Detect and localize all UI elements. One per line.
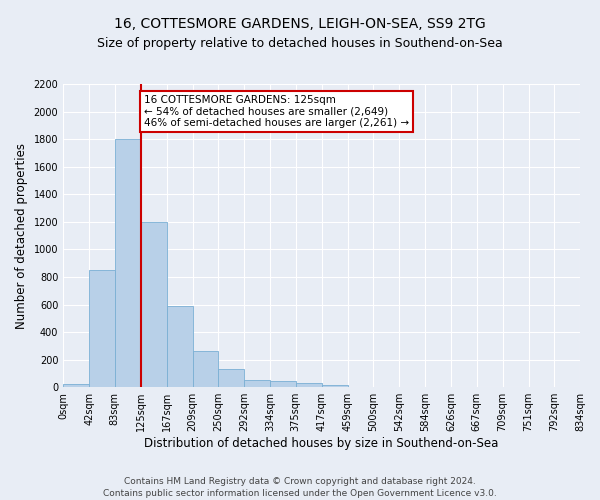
Bar xyxy=(244,380,270,387)
Text: 16 COTTESMORE GARDENS: 125sqm
← 54% of detached houses are smaller (2,649)
46% o: 16 COTTESMORE GARDENS: 125sqm ← 54% of d… xyxy=(144,95,409,128)
Bar xyxy=(270,381,296,387)
Y-axis label: Number of detached properties: Number of detached properties xyxy=(15,142,28,328)
Bar xyxy=(193,352,218,387)
Bar xyxy=(322,385,347,387)
Text: Contains public sector information licensed under the Open Government Licence v3: Contains public sector information licen… xyxy=(103,489,497,498)
Bar xyxy=(218,370,244,387)
Bar xyxy=(167,306,193,387)
Bar xyxy=(115,139,140,387)
Text: Size of property relative to detached houses in Southend-on-Sea: Size of property relative to detached ho… xyxy=(97,38,503,51)
Bar xyxy=(89,270,115,387)
Bar xyxy=(296,383,322,387)
Text: Contains HM Land Registry data © Crown copyright and database right 2024.: Contains HM Land Registry data © Crown c… xyxy=(124,478,476,486)
Bar xyxy=(140,222,167,387)
Bar xyxy=(63,384,89,387)
Text: 16, COTTESMORE GARDENS, LEIGH-ON-SEA, SS9 2TG: 16, COTTESMORE GARDENS, LEIGH-ON-SEA, SS… xyxy=(114,18,486,32)
X-axis label: Distribution of detached houses by size in Southend-on-Sea: Distribution of detached houses by size … xyxy=(145,437,499,450)
